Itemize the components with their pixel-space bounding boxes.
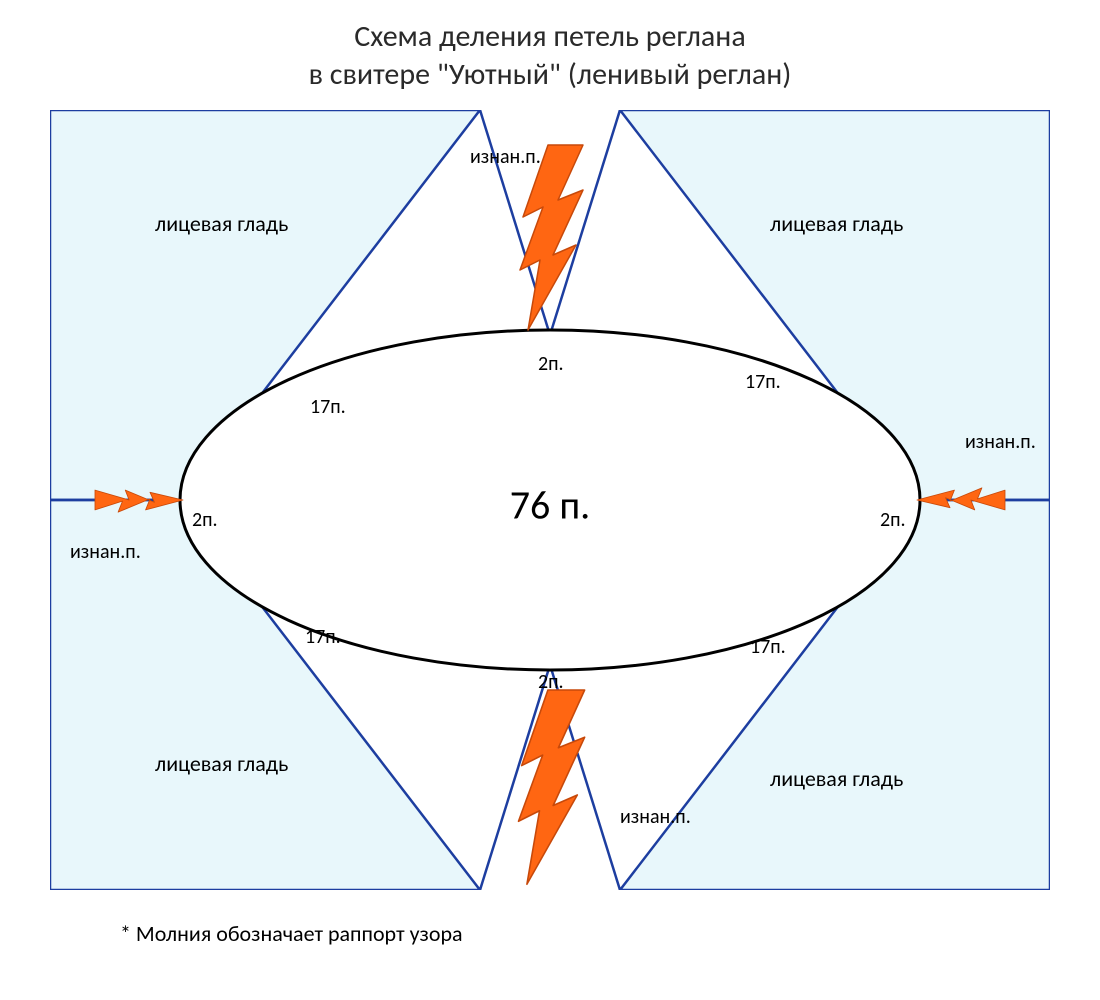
footnote: * Молния обозначает раппорт узора — [120, 920, 463, 947]
stitch-2p-label: 2п. — [880, 508, 906, 532]
stitch-2p-label: 2п. — [538, 670, 564, 694]
wedge-label: изнан.п. — [965, 430, 1036, 454]
stitch-17p-label: 17п. — [305, 625, 341, 649]
stitch-17p-label: 17п. — [750, 635, 786, 659]
panel-label: лицевая гладь — [155, 210, 288, 237]
panel-label: лицевая гладь — [770, 765, 903, 792]
panel-label: лицевая гладь — [155, 750, 288, 777]
title-line-1: Схема деления петель реглана — [354, 18, 745, 55]
panel-label: лицевая гладь — [770, 210, 903, 237]
wedge-label: изнан.п. — [620, 805, 691, 829]
diagram-title: Схема деления петель реглана в свитере "… — [0, 18, 1100, 93]
wedge-label: изнан.п. — [470, 145, 541, 169]
stitch-2p-label: 2п. — [538, 352, 564, 376]
center-stitch-count: 76 п. — [510, 481, 591, 530]
stitch-17p-label: 17п. — [310, 395, 346, 419]
raglan-diagram: 76 п. лицевая гладь лицевая гладь лицевая … — [50, 110, 1050, 890]
stitch-2p-label: 2п. — [192, 508, 218, 532]
wedge-label: изнан.п. — [70, 540, 141, 564]
stitch-17p-label: 17п. — [745, 370, 781, 394]
title-line-2: в свитере "Уютный" (ленивый реглан) — [309, 56, 792, 93]
